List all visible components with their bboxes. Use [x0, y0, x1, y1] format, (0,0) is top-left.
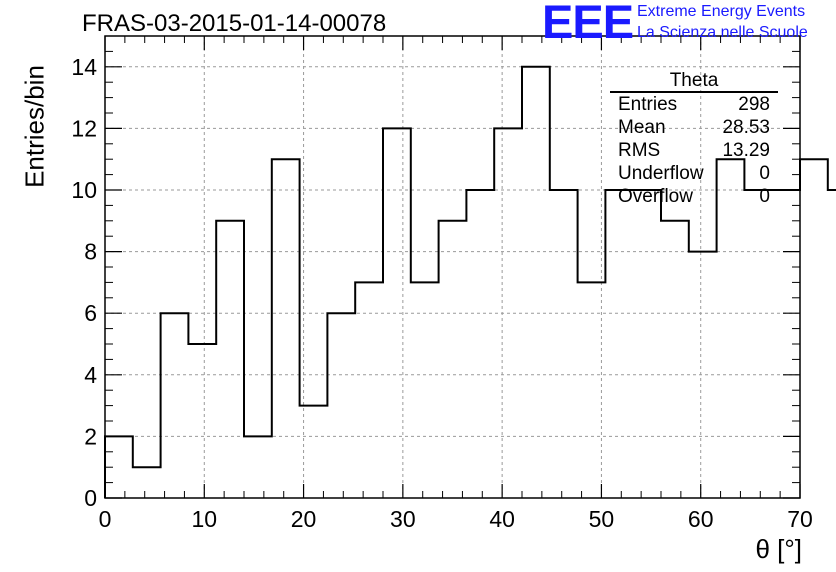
- histogram-bin: [578, 282, 606, 498]
- stats-value: 13.29: [722, 140, 770, 161]
- y-axis-label: Entries/bin: [19, 65, 50, 188]
- y-tick-label: 8: [84, 239, 97, 265]
- stats-value: 298: [738, 94, 770, 115]
- stats-row-underflow: Underflow 0: [610, 162, 778, 185]
- x-tick-label: 20: [291, 506, 317, 532]
- histogram-bin: [522, 67, 550, 498]
- stats-value: 0: [759, 163, 770, 184]
- histogram-bin: [466, 190, 494, 498]
- histogram-bin: [828, 190, 836, 498]
- histogram-bin: [550, 190, 578, 498]
- histogram-bin: [800, 159, 828, 498]
- axes: 0 10 20 30 40 50 60 70 0 2 4 6 8 10 12 14: [71, 35, 813, 532]
- chart-title: FRAS-03-2015-01-14-00078: [82, 10, 387, 37]
- y-tick-label: 0: [84, 485, 97, 511]
- histogram-bin: [411, 282, 439, 498]
- histogram-bin: [216, 221, 244, 498]
- histogram-bin: [272, 159, 300, 498]
- eee-logo: EEE: [542, 0, 634, 48]
- stats-value: 0: [759, 186, 770, 207]
- grid-lines: [105, 36, 800, 498]
- x-tick-label: 60: [688, 506, 714, 532]
- histogram-bin: [744, 190, 772, 498]
- histogram-bin: [161, 313, 189, 498]
- histogram-bin: [605, 190, 633, 498]
- y-tick-label: 14: [71, 54, 97, 80]
- stats-row-overflow: Overflow 0: [610, 185, 778, 208]
- histogram-bin: [355, 282, 383, 498]
- stats-title: Theta: [610, 70, 778, 93]
- histogram-bin: [689, 252, 717, 498]
- x-axis-label: θ [°]: [755, 534, 802, 564]
- x-tick-label: 70: [787, 506, 813, 532]
- x-tick-label: 50: [589, 506, 615, 532]
- y-tick-label: 6: [84, 300, 97, 326]
- stats-row-mean: Mean 28.53: [610, 116, 778, 139]
- x-tick-label: 0: [99, 506, 112, 532]
- histogram-bin: [327, 313, 355, 498]
- histogram-outline: [104, 65, 836, 498]
- stats-value: 28.53: [722, 117, 770, 138]
- stats-box: Theta Entries 298 Mean 28.53 RMS 13.29 Unde…: [610, 70, 778, 208]
- y-tick-label: 4: [84, 362, 97, 388]
- x-tick-label: 40: [489, 506, 515, 532]
- y-tick-label: 12: [71, 115, 97, 141]
- histogram-bin: [494, 128, 522, 498]
- x-tick-label: 10: [191, 506, 217, 532]
- logo-text-line1: Extreme Energy Events: [637, 3, 806, 20]
- stats-label: RMS: [618, 140, 661, 161]
- histogram-bin: [188, 344, 216, 498]
- histogram-bin: [661, 221, 689, 498]
- x-tick-label: 30: [390, 506, 416, 532]
- plot-area: [105, 36, 800, 498]
- histogram-bin: [383, 128, 411, 498]
- stats-label: Entries: [618, 94, 678, 115]
- histogram-steps: [104, 65, 836, 498]
- histogram-bin: [633, 190, 661, 498]
- stats-label: Overflow: [618, 186, 693, 207]
- histogram-bin: [439, 221, 467, 498]
- histogram-bin: [244, 436, 272, 498]
- stats-row-rms: RMS 13.29: [610, 139, 778, 162]
- y-tick-label: 10: [71, 177, 97, 203]
- stats-row-entries: Entries 298: [610, 93, 778, 116]
- logo-text-line2: La Scienza nelle Scuole: [637, 24, 808, 41]
- y-tick-label: 2: [84, 423, 97, 449]
- histogram-bin: [133, 467, 161, 498]
- histogram-bin: [717, 159, 745, 498]
- stats-label: Mean: [618, 117, 666, 138]
- stats-label: Underflow: [618, 163, 704, 184]
